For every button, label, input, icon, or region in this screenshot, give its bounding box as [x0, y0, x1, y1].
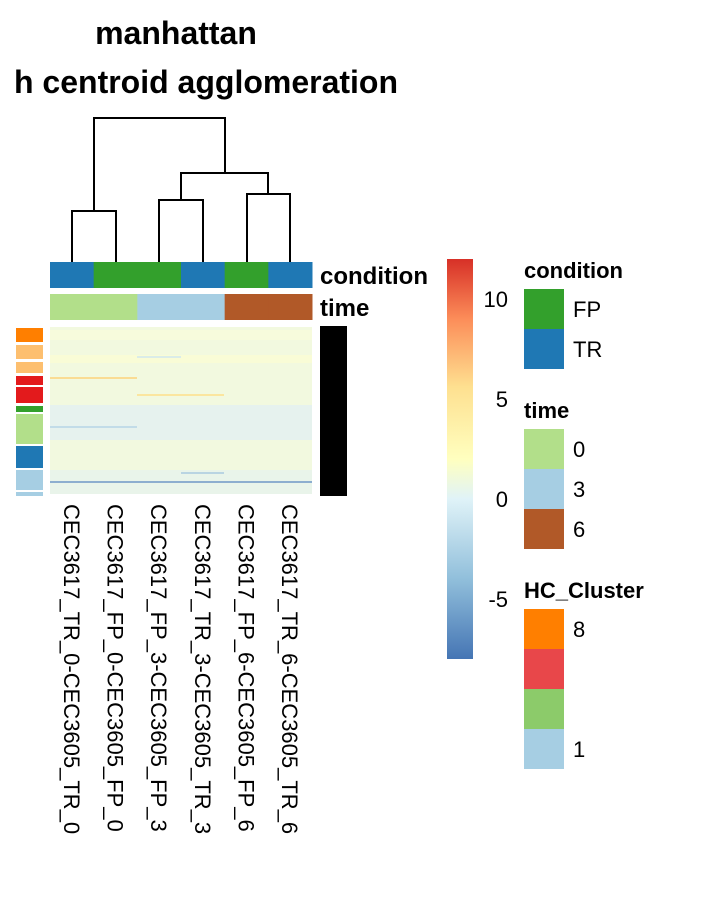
time-cell — [224, 294, 269, 320]
time-cell — [137, 294, 182, 320]
chart-title-line2: h centroid agglomeration — [14, 64, 398, 100]
legend-swatch — [524, 649, 564, 689]
legend-swatch — [524, 289, 564, 329]
chart-title-line1: manhattan — [95, 15, 257, 51]
legend-swatch — [524, 689, 564, 729]
condition-cell — [181, 262, 226, 288]
column-label: CEC3617_TR_0-CEC3605_TR_0 — [59, 504, 84, 834]
row-cluster-cell — [16, 406, 43, 412]
time-cell — [93, 294, 138, 320]
condition-cell — [93, 262, 138, 288]
row-cluster-cell — [16, 387, 43, 403]
row-cluster-cell — [16, 362, 43, 373]
time-annotation-label: time — [320, 295, 369, 322]
legend-label: 3 — [573, 477, 585, 502]
column-label: CEC3617_FP_0-CEC3605_FP_0 — [103, 504, 128, 832]
legend-title: time — [524, 398, 569, 423]
legend-swatch — [524, 469, 564, 509]
color-scale-ticks: 10 5 0 -5 — [484, 287, 508, 612]
condition-annotation-label: condition — [320, 263, 428, 290]
condition-cell — [50, 262, 95, 288]
legend-swatch — [524, 329, 564, 369]
legend-label: 8 — [573, 617, 585, 642]
legend-label: FP — [573, 297, 601, 322]
time-annotation-bar — [50, 294, 313, 320]
legend-title: HC_Cluster — [524, 578, 644, 603]
column-labels: CEC3617_TR_0-CEC3605_TR_0 CEC3617_FP_0-CE… — [59, 504, 302, 834]
row-cluster-bar — [16, 328, 43, 496]
legend-swatch — [524, 509, 564, 549]
legend-swatch — [524, 729, 564, 769]
condition-cell — [137, 262, 182, 288]
row-cluster-cell — [16, 414, 43, 444]
row-cluster-cell — [16, 345, 43, 359]
legend-label: 1 — [573, 737, 585, 762]
color-scale-bar — [447, 259, 473, 659]
time-cell — [181, 294, 226, 320]
color-scale-tick-label: 10 — [484, 287, 508, 312]
color-scale-tick-label: 0 — [496, 487, 508, 512]
heatmap-body — [50, 327, 312, 494]
column-dendrogram — [71, 117, 291, 262]
color-scale-tick-label: -5 — [488, 587, 508, 612]
column-label: CEC3617_FP_3-CEC3605_FP_3 — [146, 504, 171, 832]
column-label: CEC3617_TR_3-CEC3605_TR_3 — [190, 504, 215, 834]
column-label: CEC3617_TR_6-CEC3605_TR_6 — [277, 504, 302, 834]
legend-swatch — [524, 609, 564, 649]
condition-annotation-bar — [50, 262, 313, 288]
legend-label: 0 — [573, 437, 585, 462]
time-cell — [50, 294, 95, 320]
color-scale-tick-label: 5 — [496, 387, 508, 412]
row-cluster-cell — [16, 492, 43, 496]
legend-label: 6 — [573, 517, 585, 542]
condition-cell — [268, 262, 313, 288]
time-cell — [268, 294, 313, 320]
row-cluster-cell — [16, 376, 43, 385]
row-cluster-cell — [16, 470, 43, 490]
row-labels-block — [320, 326, 347, 496]
row-cluster-cell — [16, 328, 43, 342]
legend-label: TR — [573, 337, 602, 362]
legend-title: condition — [524, 258, 623, 283]
row-cluster-cell — [16, 446, 43, 468]
condition-cell — [224, 262, 269, 288]
legend-swatch — [524, 429, 564, 469]
column-label: CEC3617_FP_6-CEC3605_FP_6 — [234, 504, 259, 832]
